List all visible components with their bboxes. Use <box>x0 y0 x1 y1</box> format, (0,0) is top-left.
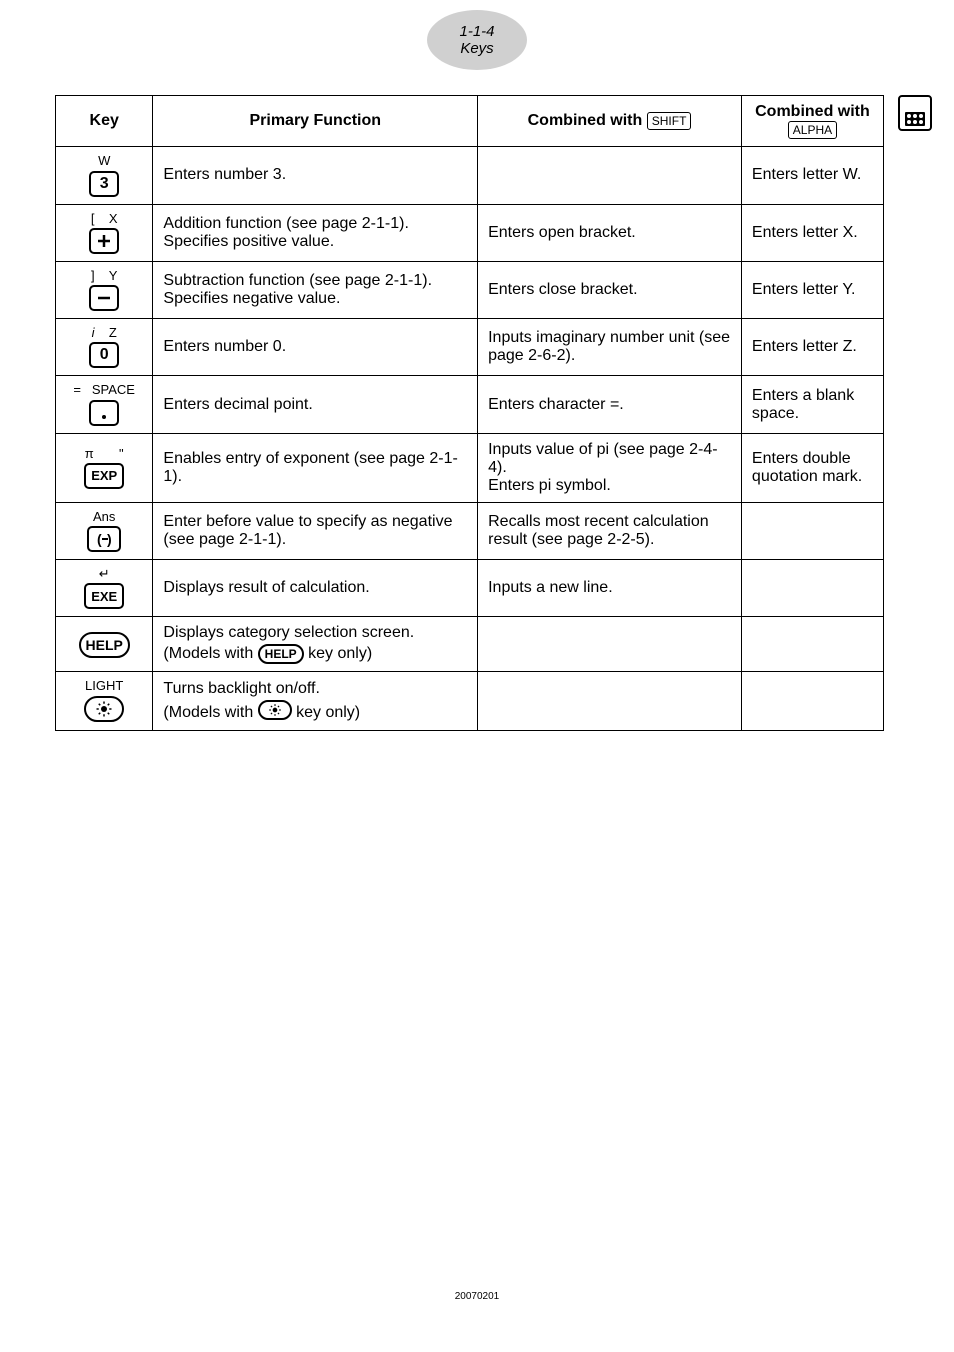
alpha-cell <box>741 617 883 672</box>
header-shift: Combined with SHIFT <box>478 96 742 147</box>
table-row: [ XAddition function (see page 2-1-1). S… <box>56 204 884 261</box>
alpha-key-label: ALPHA <box>788 121 837 139</box>
primary-cell: Subtraction function (see page 2-1-1).Sp… <box>153 261 478 318</box>
table-row: i Z0Enters number 0.Inputs imaginary num… <box>56 319 884 376</box>
page-header: 1-1-4 Keys <box>427 10 527 70</box>
shift-cell: Inputs imaginary number unit (see page 2… <box>478 319 742 376</box>
alpha-cell <box>741 560 883 617</box>
alpha-cell: Enters a blank space. <box>741 376 883 433</box>
table-row: π "EXPEnables entry of exponent (see pag… <box>56 433 884 502</box>
svg-text:(: ( <box>97 531 102 547</box>
header-key: Key <box>56 96 153 147</box>
table-row: = SPACEEnters decimal point.Enters chara… <box>56 376 884 433</box>
key-cell: i Z0 <box>56 319 153 376</box>
shift-cell <box>478 672 742 730</box>
header-line2: Keys <box>460 40 493 57</box>
primary-cell: Enables entry of exponent (see page 2-1-… <box>153 433 478 502</box>
shift-cell <box>478 147 742 204</box>
primary-cell: Enters number 3. <box>153 147 478 204</box>
alpha-cell: Enters letter Z. <box>741 319 883 376</box>
primary-cell: Addition function (see page 2-1-1). Spec… <box>153 204 478 261</box>
key-cell: HELP <box>56 617 153 672</box>
table-row: ] YSubtraction function (see page 2-1-1)… <box>56 261 884 318</box>
key-cell: [ X <box>56 204 153 261</box>
alpha-prefix: Combined with <box>755 103 870 120</box>
table-header-row: Key Primary Function Combined with SHIFT… <box>56 96 884 147</box>
primary-cell: Enters number 0. <box>153 319 478 376</box>
key-cell: Ans() <box>56 502 153 559</box>
table-row: HELPDisplays category selection screen. … <box>56 617 884 672</box>
alpha-cell: Enters double quotation mark. <box>741 433 883 502</box>
shift-cell: Enters character =. <box>478 376 742 433</box>
key-cell: = SPACE <box>56 376 153 433</box>
shift-cell: Enters open bracket. <box>478 204 742 261</box>
alpha-cell <box>741 672 883 730</box>
shift-key-label: SHIFT <box>647 112 692 130</box>
alpha-cell <box>741 502 883 559</box>
primary-cell: Displays result of calculation. <box>153 560 478 617</box>
primary-cell: Enters decimal point. <box>153 376 478 433</box>
svg-text:): ) <box>107 531 112 547</box>
calculator-icon <box>898 95 932 131</box>
primary-cell: Displays category selection screen. (Mod… <box>153 617 478 672</box>
shift-prefix: Combined with <box>528 112 647 129</box>
alpha-cell: Enters letter W. <box>741 147 883 204</box>
header-line1: 1-1-4 <box>459 23 494 40</box>
shift-cell <box>478 617 742 672</box>
table-row: ↵EXEDisplays result of calculation.Input… <box>56 560 884 617</box>
alpha-cell: Enters letter X. <box>741 204 883 261</box>
shift-cell: Inputs a new line. <box>478 560 742 617</box>
table-row: Ans()Enter before value to specify as ne… <box>56 502 884 559</box>
alpha-cell: Enters letter Y. <box>741 261 883 318</box>
shift-cell: Recalls most recent calculation result (… <box>478 502 742 559</box>
key-cell: LIGHT <box>56 672 153 730</box>
header-alpha: Combined withALPHA <box>741 96 883 147</box>
table-row: W3Enters number 3. Enters letter W. <box>56 147 884 204</box>
key-cell: W3 <box>56 147 153 204</box>
header-primary: Primary Function <box>153 96 478 147</box>
key-cell: ↵EXE <box>56 560 153 617</box>
shift-cell: Enters close bracket. <box>478 261 742 318</box>
key-function-table: Key Primary Function Combined with SHIFT… <box>55 95 884 731</box>
key-cell: ] Y <box>56 261 153 318</box>
primary-cell: Turns backlight on/off.(Models with key … <box>153 672 478 730</box>
main-content: Key Primary Function Combined with SHIFT… <box>0 0 954 761</box>
table-row: LIGHTTurns backlight on/off.(Models with… <box>56 672 884 730</box>
primary-cell: Enter before value to specify as negativ… <box>153 502 478 559</box>
key-cell: π "EXP <box>56 433 153 502</box>
footer-number: 20070201 <box>455 1291 500 1302</box>
shift-cell: Inputs value of pi (see page 2-4-4).Ente… <box>478 433 742 502</box>
